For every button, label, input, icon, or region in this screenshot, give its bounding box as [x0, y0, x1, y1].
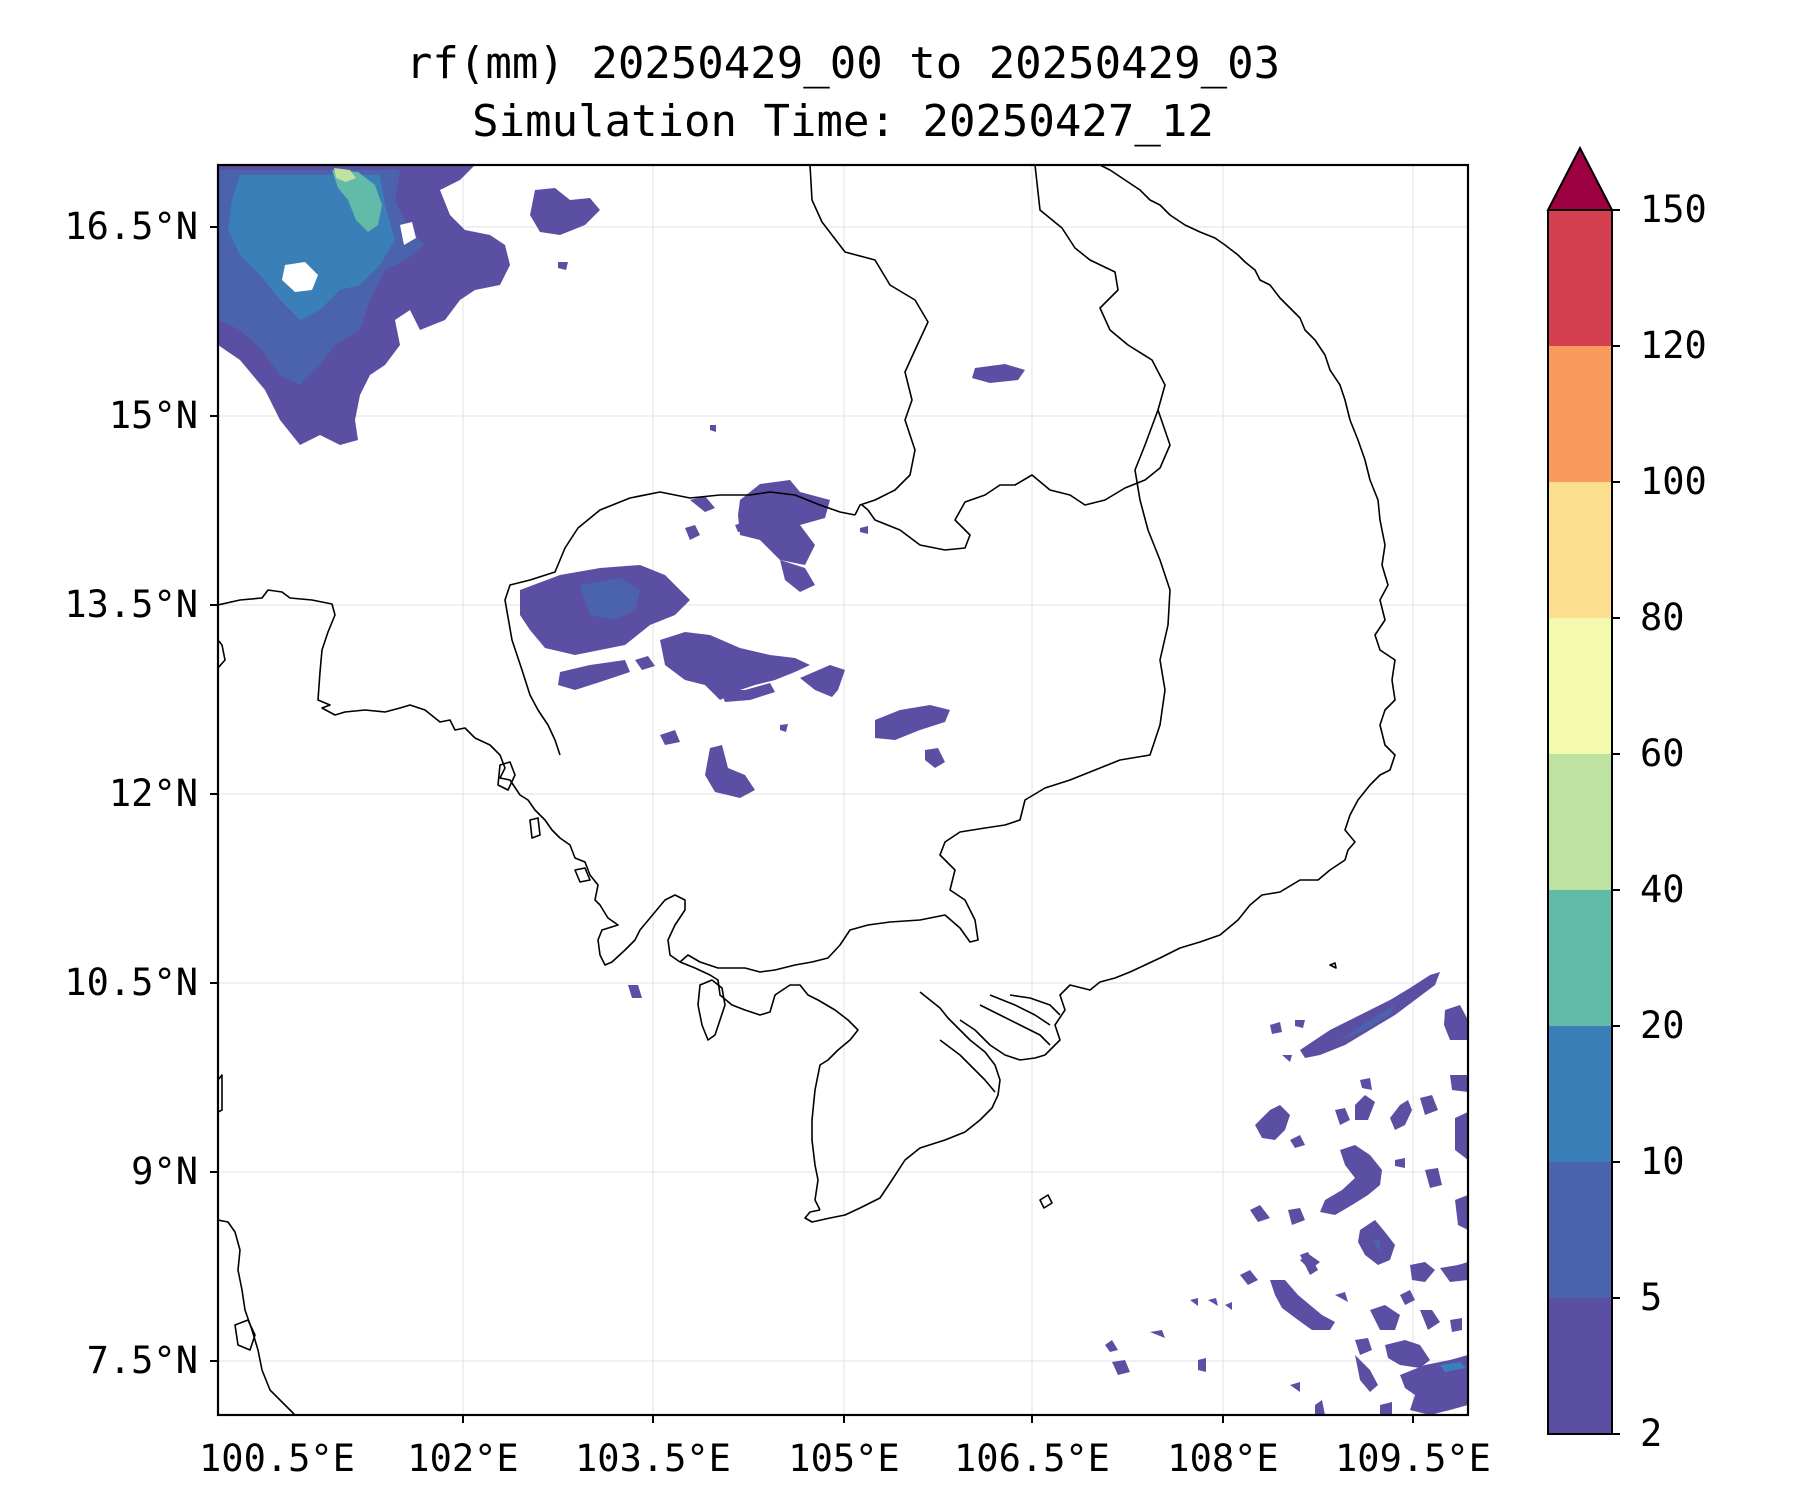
x-tick-label: 106.5°E	[954, 1437, 1110, 1480]
rain-area-central-1	[738, 480, 830, 565]
border-cambodia-thailand	[504, 491, 856, 756]
rain-area-southeast-2	[1320, 1145, 1382, 1215]
border-thailand-laos	[809, 165, 929, 516]
colorbar-bin	[1548, 618, 1612, 754]
coast-malay-peninsula	[218, 1219, 296, 1415]
colorbar-tick-label: 5	[1640, 1276, 1662, 1319]
y-tick-label: 9°N	[131, 1150, 198, 1193]
x-tick-label: 105°E	[788, 1437, 899, 1480]
colorbar-tick-label: 120	[1640, 324, 1707, 367]
coast-gulf-east	[474, 737, 686, 966]
y-tick-label: 16.5°N	[64, 205, 198, 248]
island-phu-quoc	[697, 979, 726, 1041]
colorbar-bin	[1548, 482, 1612, 618]
colorbar-bin	[1548, 1298, 1612, 1434]
rain-area-northwest-40to60	[334, 168, 356, 182]
colorbar-bin	[1548, 346, 1612, 482]
y-tick-label: 10.5°N	[64, 961, 198, 1004]
colorbar-bin	[1548, 754, 1612, 890]
map-gridlines	[218, 165, 1468, 1415]
y-tick-label: 7.5°N	[87, 1339, 198, 1382]
x-tick-label: 103.5°E	[575, 1437, 731, 1480]
colorbar-bin	[1548, 890, 1612, 1026]
colorbar-tick-label: 2	[1640, 1412, 1662, 1455]
rain-area-central-4	[875, 705, 950, 740]
rain-area-central-3	[660, 632, 810, 700]
rain-area-north-blob	[530, 188, 600, 235]
colorbar-tick-label: 20	[1640, 1004, 1685, 1047]
chart-title-line2: Simulation Time: 20250427_12	[472, 96, 1214, 147]
colorbar-frame	[1547, 210, 1613, 1435]
rain-area-northeast-blob	[972, 364, 1025, 383]
colorbar-tick-label: 100	[1640, 460, 1707, 503]
rain-area-northwest-20to40	[332, 170, 382, 232]
rainfall-contours	[218, 165, 1468, 1415]
colorbar-tick-label: 150	[1640, 188, 1707, 231]
x-tick-label: 102°E	[407, 1437, 518, 1480]
y-tick-label: 13.5°N	[64, 583, 198, 626]
x-tick-label: 100.5°E	[199, 1437, 355, 1480]
y-tick-label: 12°N	[109, 772, 198, 815]
coast-vietnam-southeast	[1044, 165, 1396, 1056]
coast-ca-mau	[804, 991, 1001, 1223]
y-tick-label: 15°N	[109, 394, 198, 437]
rain-area-central-5	[705, 745, 755, 798]
coast-south	[679, 961, 859, 1211]
colorbar-tick-label: 80	[1640, 596, 1685, 639]
colorbar-bin	[1548, 1026, 1612, 1162]
colorbar-bin	[1548, 1162, 1612, 1298]
colorbar-tick-label: 60	[1640, 732, 1685, 775]
colorbar: 2 5 10 20 40 60 80 100 120 150	[1546, 145, 1707, 1455]
border-west	[218, 589, 476, 739]
colorbar-bin	[1548, 210, 1612, 346]
x-tick-label: 108°E	[1167, 1437, 1278, 1480]
x-tick-label: 109.5°E	[1335, 1437, 1491, 1480]
colorbar-tick-label: 40	[1640, 868, 1685, 911]
border-laos-vietnam	[861, 165, 1171, 551]
rain-area-southeast-1	[1255, 1105, 1290, 1140]
map-panel: 16.5°N 15°N 13.5°N 12°N 10.5°N 9°N 7.5°N…	[64, 163, 1491, 1480]
chart-title-line1: rf(mm) 20250429_00 to 20250429_03	[406, 38, 1280, 89]
border-cambodia-vietnam	[679, 409, 1171, 973]
colorbar-tick-label: 10	[1640, 1140, 1685, 1183]
colorbar-extend-arrow	[1546, 145, 1614, 211]
map-background	[218, 165, 1468, 1415]
coastlines-borders	[218, 165, 1396, 1415]
rain-area-southeast-band	[1300, 972, 1440, 1058]
